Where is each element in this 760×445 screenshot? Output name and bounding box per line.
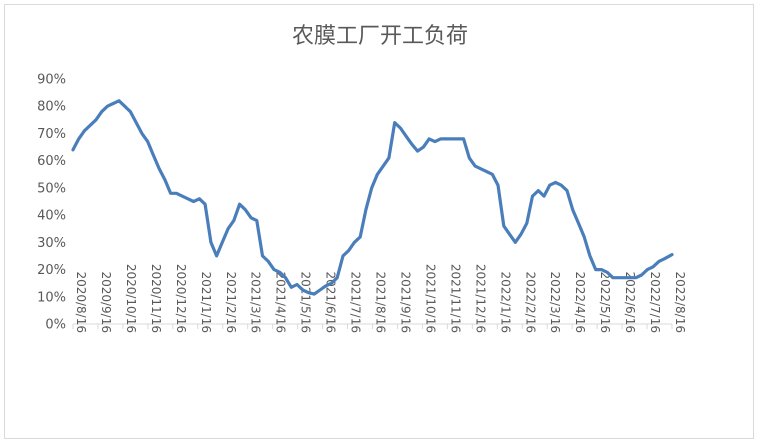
x-tick-label: 2022/4/16 <box>573 271 587 333</box>
x-tick-label: 2020/8/16 <box>74 271 88 333</box>
y-tick-label: 50% <box>37 181 66 196</box>
x-tick-label: 2021/9/16 <box>398 271 412 333</box>
y-tick-label: 70% <box>37 127 66 142</box>
y-tick-label: 0% <box>45 318 66 333</box>
x-tick-label: 2021/3/16 <box>249 271 263 333</box>
x-tick-label: 2022/6/16 <box>623 271 637 333</box>
x-tick-label: 2020/9/16 <box>99 271 113 333</box>
y-tick-label: 90% <box>37 73 66 88</box>
x-tick-label: 2022/3/16 <box>548 271 562 333</box>
series-group <box>71 99 674 296</box>
x-tick-label: 2022/2/16 <box>523 271 537 333</box>
series-line <box>71 99 674 296</box>
y-tick-label: 20% <box>37 263 66 278</box>
x-tick-label: 2021/7/16 <box>349 271 363 333</box>
x-tick-label: 2022/1/16 <box>498 271 512 333</box>
x-tick-label: 2020/11/16 <box>149 264 163 333</box>
x-tick-label: 2020/12/16 <box>174 264 188 333</box>
x-axis-ticks: 2020/8/16 2020/9/16 2020/10/16 2020/11/16 20… <box>72 264 687 333</box>
y-tick-label: 10% <box>37 290 66 305</box>
x-tick-label: 2021/10/16 <box>423 264 437 333</box>
x-tick-label: 2021/8/16 <box>374 271 388 333</box>
x-tick-label: 2021/5/16 <box>299 271 313 333</box>
y-tick-label: 80% <box>37 100 66 115</box>
x-tick-label: 2021/12/16 <box>473 264 487 333</box>
x-tick-label: 2022/8/16 <box>673 271 687 333</box>
chart-title: 农膜工厂开工负荷 <box>291 24 468 49</box>
x-tick-label: 2022/5/16 <box>598 271 612 333</box>
x-tick-label: 2021/2/16 <box>224 271 238 333</box>
y-tick-label: 60% <box>37 154 66 169</box>
x-tick-label: 2020/10/16 <box>124 264 138 333</box>
x-tick-label: 2021/4/16 <box>274 271 288 333</box>
x-tick-label: 2021/1/16 <box>199 271 213 333</box>
y-tick-label: 30% <box>37 236 66 251</box>
x-tick-label: 2022/7/16 <box>648 271 662 333</box>
x-tick-label: 2021/11/16 <box>448 264 462 333</box>
y-axis-ticks: 0% 10% 20% 30% 40% 50% 60% 70% 80% 90% <box>37 73 66 333</box>
chart-frame <box>4 4 754 439</box>
y-tick-label: 40% <box>37 209 66 224</box>
